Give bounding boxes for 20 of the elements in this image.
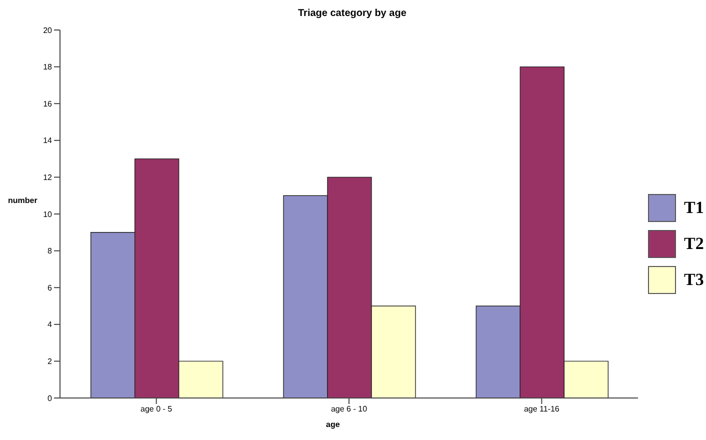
x-tick-label: age 6 - 10 bbox=[330, 404, 368, 414]
legend-label: T2 bbox=[684, 234, 704, 254]
y-axis-title: number bbox=[8, 196, 38, 205]
y-tick-label: 2 bbox=[48, 357, 53, 366]
y-tick-label: 0 bbox=[48, 394, 53, 403]
x-tick-label: age 11-16 bbox=[524, 404, 560, 414]
y-tick-label: 14 bbox=[43, 136, 53, 146]
chart-title: Triage category by age bbox=[298, 8, 408, 19]
y-tick-label: 4 bbox=[48, 320, 53, 330]
y-tick-label: 8 bbox=[48, 246, 53, 256]
legend-label: T3 bbox=[684, 270, 704, 290]
y-tick-label: 18 bbox=[43, 62, 53, 72]
legend-label: T1 bbox=[684, 198, 704, 218]
x-axis-title: age bbox=[326, 420, 340, 429]
x-tick-label: age 0 - 5 bbox=[140, 404, 173, 414]
y-tick-label: 6 bbox=[48, 283, 53, 292]
y-tick-label: 20 bbox=[43, 26, 53, 35]
y-tick-label: 16 bbox=[43, 99, 53, 108]
y-tick-label: 12 bbox=[43, 173, 53, 182]
y-tick-label: 10 bbox=[43, 210, 53, 219]
